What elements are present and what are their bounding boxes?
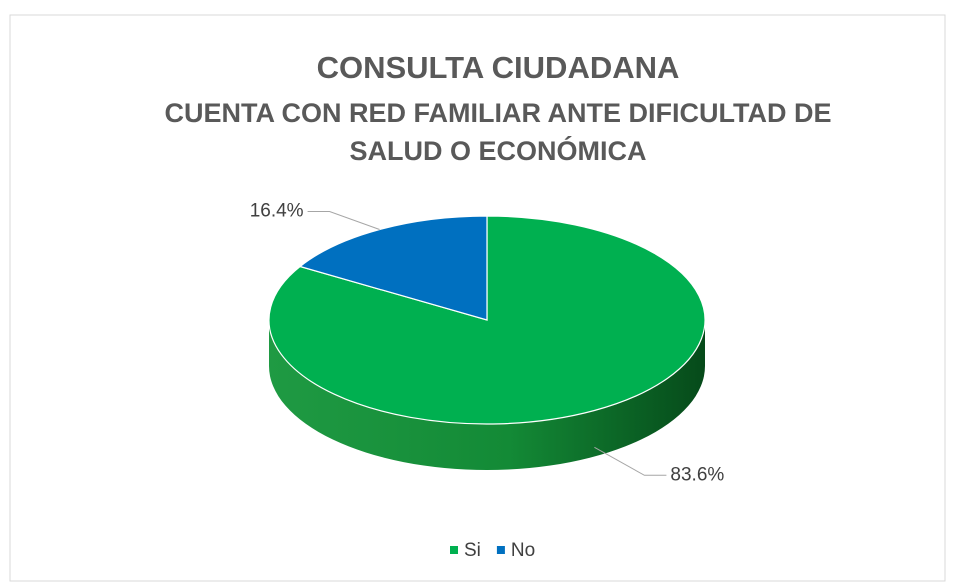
- legend-label: No: [511, 540, 535, 561]
- chart-border: [9, 14, 946, 582]
- legend-swatch: [496, 546, 505, 554]
- data-label: 83.6%: [670, 464, 724, 485]
- data-label: 16.4%: [250, 201, 304, 222]
- chart-subtitle: CUENTA CON RED FAMILIAR ANTE DIFICULTAD …: [164, 98, 832, 166]
- chart-title: CONSULTA CIUDADANA: [316, 50, 680, 85]
- leader-line: [594, 446, 667, 476]
- pie-slice: [298, 215, 488, 321]
- pie-slice-side: [269, 320, 705, 470]
- legend-swatch: [450, 546, 458, 554]
- legend-label: Si: [464, 540, 481, 561]
- leader-line: [307, 211, 380, 230]
